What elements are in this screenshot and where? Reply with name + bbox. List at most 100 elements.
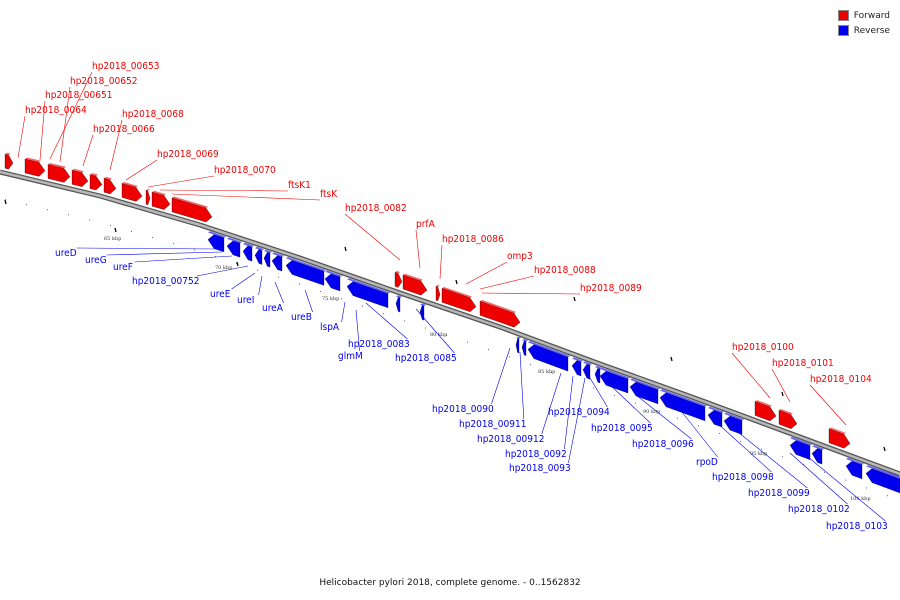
forward-gene-1 [24,157,46,177]
leader-rpoD [669,396,718,458]
minor-tick [131,230,132,232]
legend-reverse: Reverse [837,23,890,38]
leader-glmM [355,309,360,352]
forward-gene-7-shade [146,188,150,191]
minor-tick [26,204,27,206]
reverse-gene-4-body [263,252,271,268]
reverse-gene-3 [254,246,264,265]
leader-hp2018_0098 [714,420,772,473]
forward-gene-2-body [47,164,71,183]
reverse-label-hp2018_0099: hp2018_0099 [748,488,810,499]
leader-hp2018_00652 [59,86,71,163]
minor-tick [68,214,69,216]
minor-tick [278,276,279,278]
reverse-gene-3-shade [255,246,264,251]
reverse-label-hp2018_00752: hp2018_00752 [132,276,199,287]
minor-tick [593,387,594,389]
reverse-label-hp2018_0085: hp2018_0085 [395,353,457,364]
forward-gene-0 [4,152,14,170]
leader-ureD [76,247,216,250]
tick-label: 95 kbp [750,451,767,457]
forward-gene-3 [71,168,89,187]
minor-tick [782,456,783,458]
reverse-label-hp2018_0083: hp2018_0083 [348,339,410,350]
reverse-gene-24 [845,457,864,480]
forward-label-hp2018_0101: hp2018_0101 [772,358,834,369]
minor-tick [446,334,447,336]
reverse-gene-17-body [599,371,629,394]
forward-gene-11 [402,273,428,296]
reverse-gene-10-shade [420,303,426,307]
major-tick-8 [883,446,886,452]
reverse-label-hp2018_0092: hp2018_0092 [505,449,567,460]
reverse-gene-20-body [707,410,723,428]
reverse-gene-10-body [419,305,425,321]
forward-label-hp2018_0082: hp2018_0082 [345,203,407,214]
legend: Forward Reverse [837,8,890,38]
legend-forward-swatch [837,10,849,21]
forward-gene-10 [394,270,403,288]
minor-tick [299,283,300,285]
tick-label: 90 kbp [643,409,660,415]
reverse-gene-17 [599,367,630,394]
leader-hp2018_0095 [609,384,651,424]
reverse-gene-4 [263,249,272,268]
forward-label-ftsK: ftsK [320,189,338,200]
forward-gene-17-shade [829,427,846,435]
legend-forward: Forward [837,8,890,23]
leader-hp2018_0090 [491,347,511,405]
forward-gene-2 [47,163,71,183]
forward-gene-8-body [151,191,171,210]
reverse-gene-11 [515,336,521,354]
minor-tick [383,313,384,315]
reverse-gene-14 [571,357,583,377]
forward-gene-4-shade [90,173,98,176]
reverse-gene-7 [324,270,342,292]
major-tick-0 [4,199,7,205]
reverse-gene-1-body [226,240,241,258]
reverse-gene-4-shade [264,249,272,254]
leader-ureF [134,255,233,263]
minor-tick [425,327,426,329]
minor-tick [845,479,846,481]
reverse-gene-22 [789,437,812,460]
leader-lspA [341,301,346,323]
minor-tick [215,255,216,257]
reverse-gene-18-body [629,381,659,405]
leader-hp2018_00651 [39,100,46,161]
forward-gene-6-shade [122,182,138,188]
legend-forward-label: Forward [853,10,890,21]
forward-label-hp2018_0070: hp2018_0070 [214,165,276,176]
reverse-label-ureE: ureE [210,289,231,300]
reverse-gene-22-shade [790,437,812,446]
leader-prfA [415,229,421,269]
reverse-label-ureF: ureF [113,262,133,273]
forward-gene-7-body [145,190,151,206]
reverse-gene-21 [723,412,744,435]
leader-hp2018_0104 [809,384,847,426]
map-caption: Helicobacter pylori 2018, complete genom… [319,578,581,588]
reverse-gene-9-shade [396,295,402,298]
reverse-gene-23-shade [812,445,824,451]
forward-gene-14-shade [480,299,516,314]
forward-label-ftsK1: ftsK1 [288,180,311,191]
leader-hp2018_0092 [564,375,574,450]
leader-hp2018_0069 [125,159,158,181]
forward-gene-5 [103,176,117,195]
minor-tick [656,410,657,412]
reverse-label-glmM: glmM [338,351,363,362]
minor-tick [362,305,363,307]
minor-tick [887,495,888,497]
reverse-gene-21-body [723,415,743,435]
tick-label: 75 kbp [322,296,339,302]
reverse-label-hp2018_0095: hp2018_0095 [591,423,653,434]
reverse-gene-0-body [207,234,225,253]
leader-hp2018_0094 [589,377,608,408]
reverse-label-ureI: ureI [237,295,254,306]
tick-label: 100 kbp [850,496,871,502]
leader-hp2018_0083 [365,302,408,340]
leader-ureE [231,272,256,290]
forward-gene-9-shade [172,196,208,208]
reverse-gene-23 [811,445,824,465]
forward-label-hp2018_0066: hp2018_0066 [93,124,155,135]
